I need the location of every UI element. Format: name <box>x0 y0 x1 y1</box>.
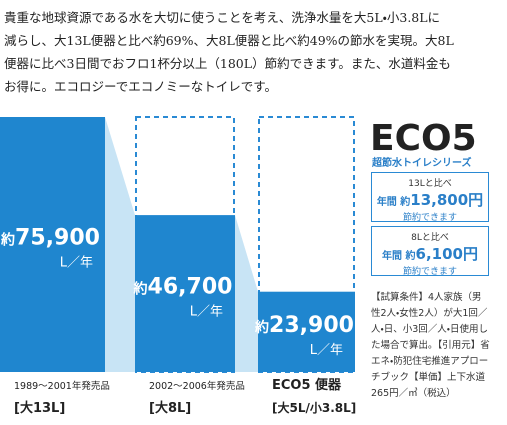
saving-compare: 13Lと比べ <box>408 179 452 189</box>
saving-box: 13Lと比べ 年間 約13,800円 節約できます <box>371 172 489 223</box>
bar-value: 約23,900 <box>254 313 354 338</box>
value-prefix: 約 <box>254 319 269 336</box>
connector <box>235 215 258 372</box>
saving-compare: 8Lと比べ <box>411 233 449 243</box>
bar-value: 約75,900 <box>0 226 100 251</box>
saving-amount: 13,800円 <box>410 191 484 209</box>
logo-subtitle: 超節水トイレシリーズ <box>371 156 472 169</box>
saving-box: 8Lと比べ 年間 約6,100円 節約できます <box>371 226 489 277</box>
bar-name: [大8L] <box>149 400 191 416</box>
intro-line: お得に。エコロジーでエコノミーなトイレです。 <box>4 79 278 94</box>
value-label: 46,700 <box>148 275 233 300</box>
bar <box>258 291 355 372</box>
bar <box>0 117 105 372</box>
bar-period: 2002～2006年発売品 <box>149 380 245 392</box>
saving-amount-line: 年間 約6,100円 <box>372 243 488 264</box>
bar-period: ECO5 便器 <box>272 377 342 393</box>
bar-unit: L／年 <box>190 305 223 320</box>
value-prefix: 約 <box>133 281 148 298</box>
saving-amount: 6,100円 <box>415 245 478 263</box>
connector <box>105 117 135 372</box>
conditions: 【試算条件】4人家族（男性2人・女性2人）が大1回／人・日、小3回／人・日使用し… <box>371 292 490 399</box>
bar-name: [大5L/小3.8L] <box>272 400 356 415</box>
bar <box>135 215 235 372</box>
bar-unit: L／年 <box>60 256 93 271</box>
intro: 貴重な地球資源である水を大切に使うことを考え、洗浄水量を大5L・小3.8Lに 減ら… <box>4 6 504 98</box>
bar-value: 約46,700 <box>133 275 233 300</box>
bar-period: 1989～2001年発売品 <box>14 380 110 392</box>
logo-title: ECO5 <box>370 118 477 159</box>
saving-prefix: 年間 約 <box>382 251 416 262</box>
value-label: 23,900 <box>269 313 354 338</box>
bar-unit: L／年 <box>310 343 343 358</box>
saving-amount-line: 年間 約13,800円 <box>372 189 488 210</box>
intro-line: 便器に比べ3日間でおフロ1杯分以上（180L）節約できます。また、水道料金も <box>4 56 451 71</box>
value-label: 75,900 <box>15 226 100 251</box>
bar-name: [大13L] <box>14 400 65 416</box>
saving-note: 節約できます <box>402 213 457 223</box>
saving-prefix: 年間 約 <box>376 197 411 208</box>
intro-line: 減らし、大13L便器と比べ約69%、大8L便器と比べ約49%の節水を実現。大8L <box>4 33 454 48</box>
intro-line: 貴重な地球資源である水を大切に使うことを考え、洗浄水量を大5L・小3.8Lに <box>4 10 441 25</box>
saving-note: 節約できます <box>402 267 457 277</box>
value-prefix: 約 <box>0 232 15 249</box>
